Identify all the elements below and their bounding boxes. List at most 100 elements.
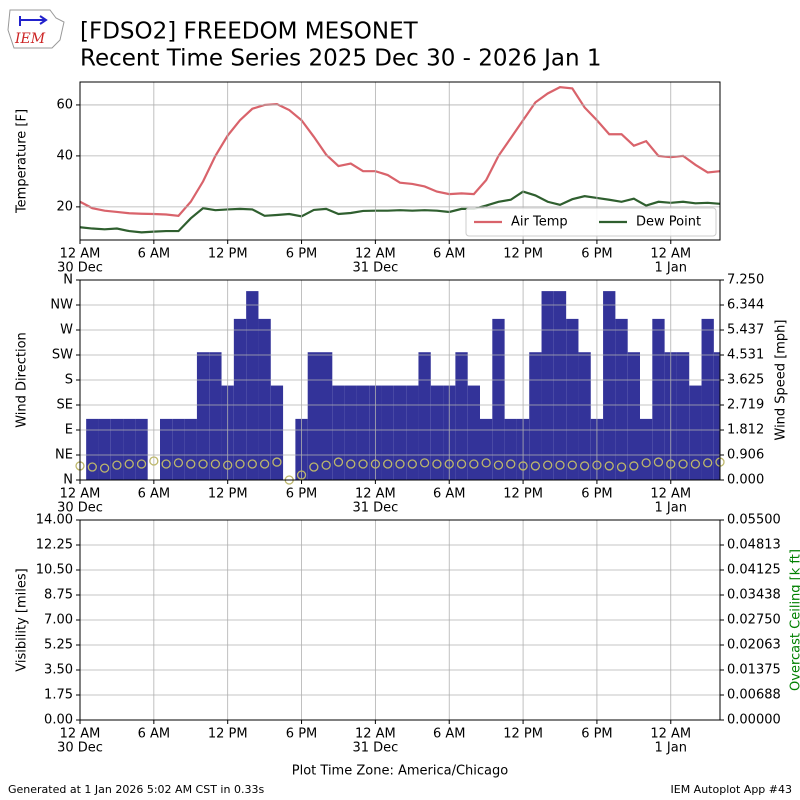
x-tick-label: 6 PM xyxy=(581,487,612,502)
wind-speed-marker xyxy=(309,462,319,472)
y2-axis-label: Overcast Ceiling [k ft] xyxy=(789,549,800,691)
wind-direction-bar xyxy=(344,385,357,480)
y-tick-label: 12.25 xyxy=(36,538,73,553)
wind-direction-bar xyxy=(381,385,394,480)
y-tick-label: N xyxy=(63,273,73,288)
wind-speed-marker xyxy=(395,459,405,469)
wind-speed-marker xyxy=(161,459,171,469)
wind-speed-marker xyxy=(259,459,270,469)
wind-direction-bar xyxy=(209,352,222,480)
x-tick-label: 6 PM xyxy=(286,487,317,502)
x-tick-label: 12 AM xyxy=(355,487,396,502)
wind-direction-bar xyxy=(480,418,493,480)
y2-tick-label: 3.625 xyxy=(727,373,764,388)
wind-speed-marker xyxy=(247,459,257,469)
x-tick-label: 6 AM xyxy=(433,487,466,502)
x-tick-label: 6 AM xyxy=(138,247,171,262)
wind-speed-marker xyxy=(518,461,528,471)
subtitle: Recent Time Series 2025 Dec 30 - 2026 Ja… xyxy=(80,46,602,72)
y-tick-label: 60 xyxy=(56,97,73,112)
wind-direction-bar xyxy=(196,352,210,480)
y2-tick-label: 0.906 xyxy=(727,448,764,463)
legend-label: Air Temp xyxy=(511,215,568,230)
wind-speed-marker xyxy=(358,459,368,469)
logo-text: IEM xyxy=(14,31,46,47)
y-axis-label: Visibility [miles] xyxy=(15,568,30,671)
x-date-label: 31 Dec xyxy=(352,741,398,756)
wind-speed-marker xyxy=(235,459,245,469)
wind-direction-bar xyxy=(676,352,690,480)
y-tick-label: 20 xyxy=(56,199,73,214)
y-tick-label: 5.25 xyxy=(44,638,73,653)
line-series xyxy=(80,85,720,217)
wind-direction-bar xyxy=(184,418,197,480)
wind-speed-marker xyxy=(616,462,627,472)
x-tick-label: 6 PM xyxy=(286,247,317,262)
x-date-label: 1 Jan xyxy=(655,501,687,516)
x-tick-label: 6 PM xyxy=(581,727,612,742)
y-axis-label: Wind Direction xyxy=(15,332,30,428)
y-tick-label: 1.75 xyxy=(44,688,73,703)
wind-direction-bar xyxy=(529,352,542,480)
x-tick-label: 12 AM xyxy=(355,727,396,742)
x-tick-label: 12 AM xyxy=(355,247,396,262)
wind-direction-bar xyxy=(615,318,628,480)
y2-tick-label: 0.04125 xyxy=(727,563,781,578)
wind-speed-marker xyxy=(272,457,282,467)
wind-direction-bar xyxy=(640,418,653,480)
wind-direction-bar xyxy=(713,352,720,480)
wind-speed-marker xyxy=(333,457,344,467)
x-tick-label: 12 PM xyxy=(208,247,248,262)
logo-icon xyxy=(19,15,48,26)
wind-speed-marker xyxy=(555,460,565,470)
plot-frame xyxy=(79,519,721,721)
y-tick-label: 10.50 xyxy=(36,563,73,578)
y2-tick-label: 6.344 xyxy=(727,297,764,312)
y-tick-label: S xyxy=(65,373,73,388)
wind-speed-marker xyxy=(579,461,590,471)
wind-speed-marker xyxy=(87,462,97,472)
wind-speed-marker xyxy=(690,459,701,469)
wind-direction-bar xyxy=(430,385,444,480)
x-date-label: 30 Dec xyxy=(57,261,103,276)
wind-speed-marker xyxy=(186,459,196,469)
wind-speed-marker xyxy=(481,458,491,468)
logo-outline xyxy=(7,9,65,49)
wind-direction-bar xyxy=(578,352,591,480)
legend-label: Dew Point xyxy=(636,215,701,230)
wind-speed-marker xyxy=(407,459,417,469)
wind-speed-marker xyxy=(124,459,134,469)
x-tick-label: 6 PM xyxy=(581,247,612,262)
wind-direction-bar xyxy=(320,352,333,480)
wind-speed-marker xyxy=(493,460,504,470)
y-axis-label: Temperature [F] xyxy=(15,109,30,214)
wind-direction-bar xyxy=(123,418,136,480)
wind-speed-marker xyxy=(432,459,442,469)
wind-speed-marker xyxy=(370,459,381,469)
wind-speed-marker xyxy=(666,459,676,469)
x-tick-label: 12 PM xyxy=(208,727,248,742)
x-tick-label: 12 PM xyxy=(208,487,248,502)
y2-tick-label: 0.03438 xyxy=(727,588,781,603)
wind-speed-marker xyxy=(136,459,147,469)
wind-speed-marker xyxy=(383,459,393,469)
y-tick-label: NE xyxy=(55,448,73,463)
wind-direction-bar xyxy=(307,352,320,480)
title: [FDSO2] FREEDOM MESONET xyxy=(80,19,419,45)
y-tick-label: 14.00 xyxy=(36,513,73,528)
wind-direction-bar xyxy=(135,418,148,480)
wind-speed-marker xyxy=(641,458,651,468)
x-tick-label: 6 AM xyxy=(433,247,466,262)
y2-tick-label: 0.00000 xyxy=(727,713,781,728)
wind-direction-bar xyxy=(455,352,468,480)
wind-direction-bar xyxy=(418,352,431,480)
x-tick-label: 6 AM xyxy=(433,727,466,742)
y2-tick-label: 0.02750 xyxy=(727,613,781,628)
y2-tick-label: 0.05500 xyxy=(727,513,781,528)
wind-direction-bar xyxy=(603,291,616,480)
y2-tick-label: 0.000 xyxy=(727,473,764,488)
x-tick-label: 6 AM xyxy=(138,727,171,742)
wind-direction-bar xyxy=(689,385,702,480)
logo: IEM xyxy=(7,9,65,49)
